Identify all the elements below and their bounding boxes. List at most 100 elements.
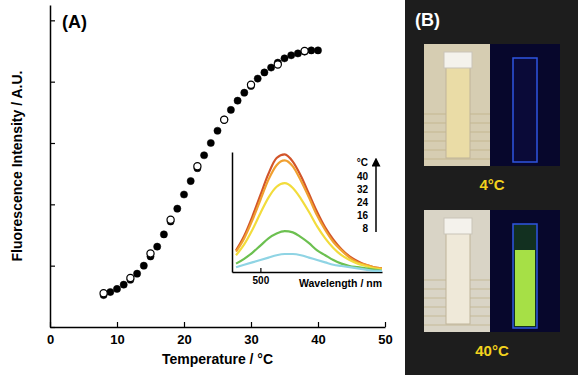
grid-paper: [424, 325, 490, 326]
panel-b-background: [405, 0, 578, 375]
filled-point: [268, 64, 275, 71]
open-point: [127, 274, 134, 281]
photo-caption: 4°C: [479, 176, 504, 193]
filled-point: [288, 52, 295, 59]
filled-point: [120, 281, 127, 288]
open-point: [147, 250, 154, 257]
fluorescence: [515, 250, 535, 326]
open-point: [194, 163, 201, 170]
filled-point: [180, 191, 187, 198]
filled-point: [241, 89, 248, 96]
open-point: [301, 47, 308, 54]
tick: 50: [378, 322, 392, 347]
legend-entry: 24: [357, 197, 369, 208]
tick: [50, 204, 55, 205]
tick-mark: [260, 268, 261, 272]
tick-label: 20: [177, 332, 191, 347]
legend-entry: 8: [362, 223, 368, 234]
tick-mark: [50, 327, 55, 328]
filled-point: [160, 231, 167, 238]
spectrum-line: [236, 231, 382, 271]
legend-title: °C: [357, 157, 368, 168]
cuvette-uv: [513, 58, 537, 162]
photo-daylight: [424, 210, 490, 332]
cuvette-uv: [513, 224, 537, 328]
tick-mark: [184, 322, 185, 327]
tick: 20: [177, 322, 191, 347]
tick: 40: [311, 322, 325, 347]
filled-point: [227, 106, 234, 113]
filled-point: [187, 177, 194, 184]
legend-entry: 32: [357, 184, 369, 195]
tick-mark: [50, 266, 55, 267]
open-point: [274, 61, 281, 68]
photo: [424, 210, 560, 332]
filled-point: [281, 55, 288, 62]
tick-label: 30: [244, 332, 258, 347]
tick-mark: [251, 322, 252, 327]
y-axis: [50, 6, 55, 328]
axis-line: [51, 327, 386, 329]
filled-point: [201, 152, 208, 159]
open-point: [167, 216, 174, 223]
tick: [50, 20, 55, 21]
open-point: [221, 116, 228, 123]
axis-line: [50, 6, 52, 328]
cuvette: [446, 66, 470, 158]
photo-caption: 40°C: [475, 342, 509, 359]
tick: 30: [244, 322, 258, 347]
filled-point: [134, 270, 141, 277]
filled-point: [308, 47, 315, 54]
panel-label: (B): [415, 10, 440, 30]
tick: [50, 143, 55, 144]
cuvette-cap: [444, 52, 472, 68]
cuvette-cap: [444, 218, 472, 234]
tick-mark: [50, 82, 55, 83]
tick-mark: [385, 322, 386, 327]
panel-label: (A): [62, 12, 87, 32]
tick-label: 500: [253, 275, 270, 286]
inset-y-axis: [232, 153, 233, 273]
x-axis-title: Temperature / °C: [162, 351, 273, 367]
legend-entry: 40: [357, 171, 369, 182]
filled-point: [207, 139, 214, 146]
tick-label: 0: [47, 332, 54, 347]
tick-label: 50: [378, 332, 392, 347]
plot-area: [100, 47, 322, 299]
tick-mark: [50, 204, 55, 205]
spectrum-line: [236, 254, 382, 271]
spectrum-line: [236, 160, 382, 268]
tick: 10: [110, 322, 124, 347]
legend-arrow: [375, 162, 377, 232]
x-axis: 0 10 20 30 40 50: [47, 322, 393, 347]
filled-point: [174, 205, 181, 212]
figure: 0 10 20 30 40 50 (A) Temperature / °C Fluorescen…: [0, 0, 578, 375]
tick: [50, 82, 55, 83]
axis-line: [232, 153, 234, 273]
inset-plot-area: [236, 154, 382, 270]
tick-label: 40: [311, 332, 325, 347]
filled-point: [314, 47, 321, 54]
tick: [50, 266, 55, 267]
axis-line: [233, 272, 383, 274]
filled-point: [107, 288, 114, 295]
filled-point: [301, 48, 308, 55]
tick: 500: [253, 268, 270, 286]
tick-label: 10: [110, 332, 124, 347]
filled-point: [234, 97, 241, 104]
filled-point: [140, 262, 147, 269]
filled-point: [113, 285, 120, 292]
cuvette: [446, 232, 470, 324]
y-axis-title: Fluorescence Intensity / A.U.: [9, 71, 25, 262]
filled-point: [221, 116, 228, 123]
open-point: [100, 290, 107, 297]
grid-paper: [424, 159, 490, 160]
photo-daylight: [424, 44, 490, 166]
filled-point: [261, 69, 268, 76]
chart-svg: 0 10 20 30 40 50 (A) Temperature / °C Fluorescen…: [0, 0, 578, 375]
photo-uv: [490, 210, 560, 332]
filled-point: [214, 127, 221, 134]
inset-x-axis-title: Wavelength / nm: [299, 277, 382, 289]
filled-point: [254, 75, 261, 82]
legend-entry: 16: [357, 210, 369, 221]
